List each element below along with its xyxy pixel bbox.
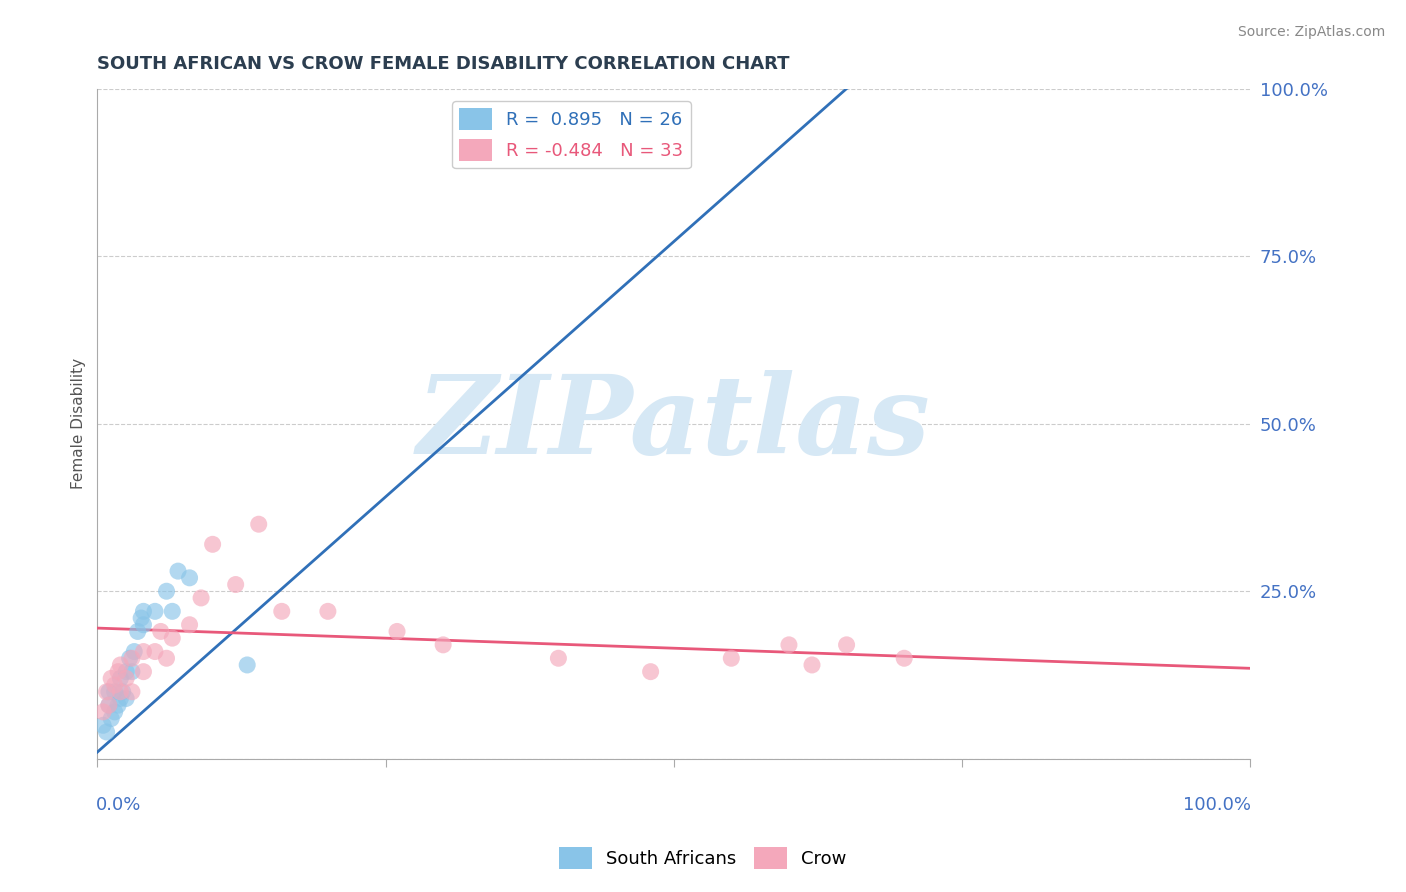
Point [104,705,127,719]
Point [91,705,114,719]
Point [640,665,662,679]
Point [96,685,118,699]
Point [132,604,155,618]
Text: 100.0%: 100.0% [1184,796,1251,814]
Point [801,657,824,672]
Point [155,651,177,665]
Point [247,517,270,532]
Point [100,671,122,685]
Point [547,651,569,665]
Point [190,591,212,605]
Point [97,685,120,699]
Point [149,624,172,639]
Point [316,604,339,618]
Point [115,671,138,685]
Point [162,604,184,618]
Point [132,644,155,658]
Legend: R =  0.895   N = 26, R = -0.484   N = 33: R = 0.895 N = 26, R = -0.484 N = 33 [453,101,690,169]
Point [225,577,247,591]
Point [104,685,127,699]
Point [96,725,118,739]
Point [143,644,166,658]
Point [132,665,155,679]
Text: SOUTH AFRICAN VS CROW FEMALE DISABILITY CORRELATION CHART: SOUTH AFRICAN VS CROW FEMALE DISABILITY … [97,55,790,73]
Point [107,665,129,679]
Point [179,617,201,632]
Point [127,624,149,639]
Text: ZIPatlas: ZIPatlas [416,370,931,477]
Point [115,691,138,706]
Legend: South Africans, Crow: South Africans, Crow [553,839,853,876]
Point [778,638,800,652]
Point [385,624,408,639]
Point [107,698,129,713]
Text: Source: ZipAtlas.com: Source: ZipAtlas.com [1237,25,1385,39]
Point [720,651,742,665]
Point [110,691,132,706]
Point [110,685,132,699]
Point [162,631,184,645]
Point [100,712,122,726]
Point [201,537,224,551]
Point [236,657,259,672]
Point [121,651,143,665]
Text: 0.0%: 0.0% [96,796,142,814]
Point [118,651,141,665]
Point [155,584,177,599]
Point [143,604,166,618]
Point [835,638,858,652]
Point [121,665,143,679]
Point [122,644,145,658]
Point [115,665,138,679]
Point [132,617,155,632]
Point [97,698,120,713]
Point [270,604,292,618]
Point [91,718,114,732]
Point [110,671,132,685]
Point [179,571,201,585]
Point [104,678,127,692]
Y-axis label: Female Disability: Female Disability [72,358,86,489]
Point [111,685,134,699]
Point [110,657,132,672]
Point [129,611,152,625]
Point [167,564,190,578]
Point [432,638,454,652]
Point [893,651,915,665]
Point [121,685,143,699]
Point [97,698,120,713]
